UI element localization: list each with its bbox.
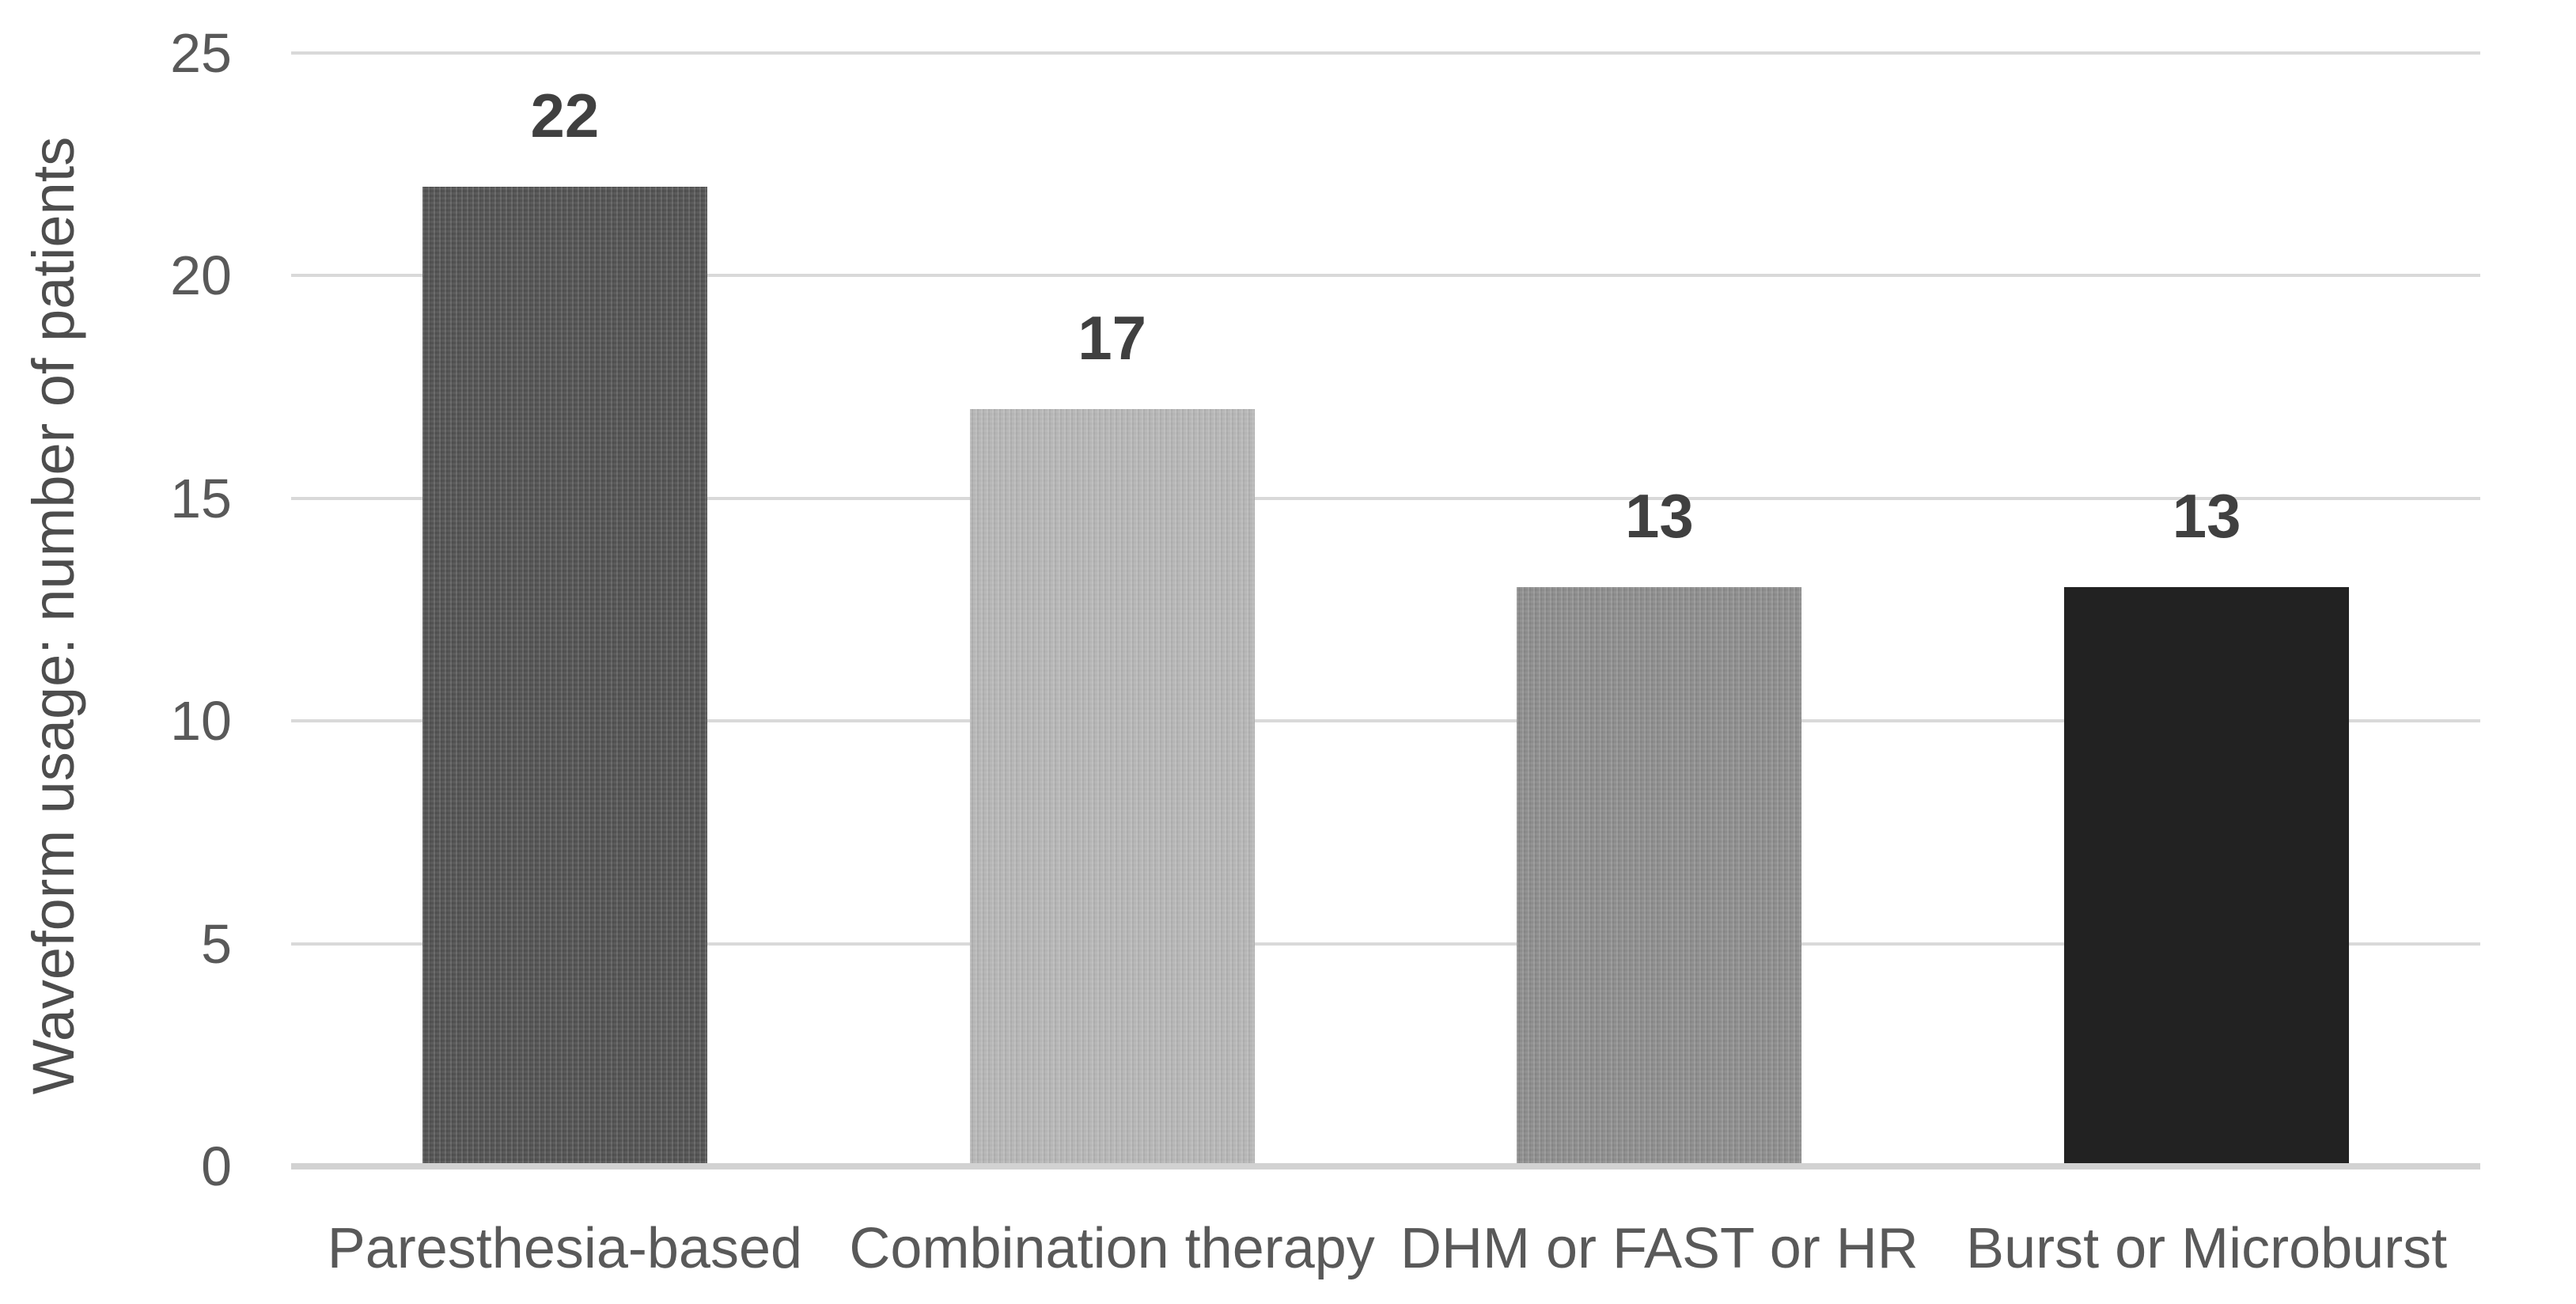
- y-tick-label-15: 15: [170, 467, 232, 529]
- category-label-burst-or-microburst: Burst or Microburst: [1966, 1217, 2448, 1280]
- y-tick-label-5: 5: [201, 912, 232, 975]
- bar-dhm-or-fast-or-hr: [1517, 587, 1802, 1163]
- y-tick-label-25: 25: [170, 22, 232, 84]
- bar-combination-therapy: [969, 409, 1255, 1163]
- category-label-paresthesia-based: Paresthesia-based: [327, 1217, 803, 1280]
- gridline-y-15: [291, 496, 2480, 500]
- gridline-y-5: [291, 942, 2480, 946]
- bar-value-label-burst-or-microburst: 13: [2172, 481, 2241, 552]
- gridline-y-10: [291, 719, 2480, 723]
- bar-paresthesia-based: [422, 186, 707, 1163]
- bar-value-label-combination-therapy: 17: [1078, 303, 1146, 373]
- bar-burst-or-microburst: [2064, 587, 2350, 1163]
- y-axis-title: Waveform usage: number of patients: [21, 136, 86, 1095]
- gridline-y-20: [291, 274, 2480, 278]
- category-label-combination-therapy: Combination therapy: [849, 1217, 1375, 1280]
- bar-value-label-paresthesia-based: 22: [530, 80, 600, 150]
- y-tick-label-10: 10: [170, 690, 232, 752]
- bar-value-label-dhm-or-fast-or-hr: 13: [1624, 481, 1694, 552]
- category-label-dhm-or-fast-or-hr: DHM or FAST or HR: [1400, 1217, 1919, 1280]
- y-tick-label-0: 0: [201, 1135, 232, 1197]
- y-tick-label-20: 20: [170, 244, 232, 307]
- gridline-y-25: [291, 51, 2480, 55]
- x-axis-line: [291, 1163, 2480, 1169]
